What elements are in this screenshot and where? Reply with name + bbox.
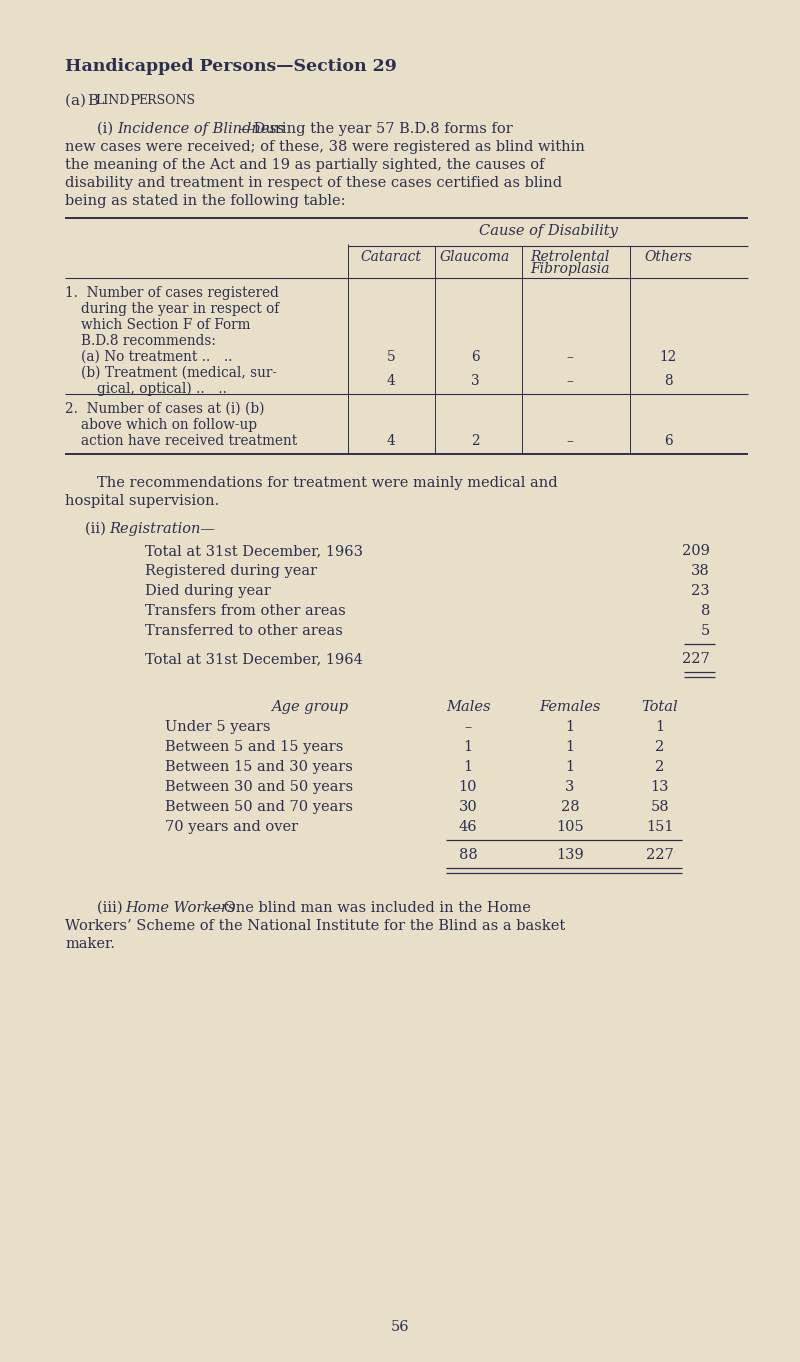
Text: Retrolental: Retrolental	[530, 251, 610, 264]
Text: Between 15 and 30 years: Between 15 and 30 years	[165, 760, 353, 774]
Text: 23: 23	[691, 584, 710, 598]
Text: –: –	[566, 350, 574, 364]
Text: being as stated in the following table:: being as stated in the following table:	[65, 193, 346, 208]
Text: (iii): (iii)	[97, 902, 127, 915]
Text: —During the year 57 B.D.8 forms for: —During the year 57 B.D.8 forms for	[239, 123, 513, 136]
Text: 227: 227	[682, 652, 710, 666]
Text: above which on follow-up: above which on follow-up	[81, 418, 257, 432]
Text: (b) Treatment (medical, sur-: (b) Treatment (medical, sur-	[81, 366, 277, 380]
Text: 5: 5	[701, 624, 710, 637]
Text: LIND: LIND	[95, 94, 130, 108]
Text: (i): (i)	[97, 123, 118, 136]
Text: 6: 6	[470, 350, 479, 364]
Text: 1: 1	[463, 760, 473, 774]
Text: new cases were received; of these, 38 were registered as blind within: new cases were received; of these, 38 we…	[65, 140, 585, 154]
Text: B: B	[87, 94, 98, 108]
Text: 1: 1	[566, 720, 574, 734]
Text: Under 5 years: Under 5 years	[165, 720, 270, 734]
Text: action have received treatment: action have received treatment	[81, 434, 298, 448]
Text: Total at 31st December, 1963: Total at 31st December, 1963	[145, 543, 363, 558]
Text: the meaning of the Act and 19 as partially sighted, the causes of: the meaning of the Act and 19 as partial…	[65, 158, 545, 172]
Text: Registration—: Registration—	[109, 522, 215, 537]
Text: 227: 227	[646, 849, 674, 862]
Text: Home Workers: Home Workers	[125, 902, 235, 915]
Text: Incidence of Blindness: Incidence of Blindness	[117, 123, 284, 136]
Text: 13: 13	[650, 780, 670, 794]
Text: 12: 12	[659, 350, 677, 364]
Text: —One blind man was included in the Home: —One blind man was included in the Home	[209, 902, 531, 915]
Text: 88: 88	[458, 849, 478, 862]
Text: maker.: maker.	[65, 937, 115, 951]
Text: 58: 58	[650, 799, 670, 814]
Text: Died during year: Died during year	[145, 584, 271, 598]
Text: 70 years and over: 70 years and over	[165, 820, 298, 834]
Text: 151: 151	[646, 820, 674, 834]
Text: 105: 105	[556, 820, 584, 834]
Text: (ii): (ii)	[85, 522, 110, 537]
Text: Transferred to other areas: Transferred to other areas	[145, 624, 343, 637]
Text: 8: 8	[701, 603, 710, 618]
Text: Between 5 and 15 years: Between 5 and 15 years	[165, 740, 343, 755]
Text: hospital supervision.: hospital supervision.	[65, 494, 219, 508]
Text: Age group: Age group	[271, 700, 349, 714]
Text: 4: 4	[386, 434, 395, 448]
Text: 10: 10	[458, 780, 478, 794]
Text: 28: 28	[561, 799, 579, 814]
Text: B.D.8 recommends:: B.D.8 recommends:	[81, 334, 216, 349]
Text: Between 50 and 70 years: Between 50 and 70 years	[165, 799, 353, 814]
Text: 2: 2	[470, 434, 479, 448]
Text: Total: Total	[642, 700, 678, 714]
Text: Fibroplasia: Fibroplasia	[530, 262, 610, 276]
Text: 30: 30	[458, 799, 478, 814]
Text: Workers’ Scheme of the National Institute for the Blind as a basket: Workers’ Scheme of the National Institut…	[65, 919, 566, 933]
Text: 1: 1	[566, 740, 574, 755]
Text: 1: 1	[463, 740, 473, 755]
Text: –: –	[566, 375, 574, 388]
Text: Cause of Disability: Cause of Disability	[478, 223, 618, 238]
Text: which Section F of Form: which Section F of Form	[81, 317, 250, 332]
Text: disability and treatment in respect of these cases certified as blind: disability and treatment in respect of t…	[65, 176, 562, 191]
Text: Cataract: Cataract	[361, 251, 422, 264]
Text: Males: Males	[446, 700, 490, 714]
Text: 1: 1	[566, 760, 574, 774]
Text: (a) No treatment ..  ..: (a) No treatment .. ..	[81, 350, 233, 364]
Text: 2: 2	[655, 760, 665, 774]
Text: gical, optical) ..  ..: gical, optical) .. ..	[97, 381, 227, 396]
Text: 2.  Number of cases at (i) (b): 2. Number of cases at (i) (b)	[65, 402, 265, 415]
Text: 4: 4	[386, 375, 395, 388]
Text: (a): (a)	[65, 94, 91, 108]
Text: Females: Females	[539, 700, 601, 714]
Text: 6: 6	[664, 434, 672, 448]
Text: 1: 1	[655, 720, 665, 734]
Text: The recommendations for treatment were mainly medical and: The recommendations for treatment were m…	[97, 475, 558, 490]
Text: 139: 139	[556, 849, 584, 862]
Text: 2: 2	[655, 740, 665, 755]
Text: 209: 209	[682, 543, 710, 558]
Text: during the year in respect of: during the year in respect of	[81, 302, 279, 316]
Text: Glaucoma: Glaucoma	[440, 251, 510, 264]
Text: –: –	[566, 434, 574, 448]
Text: 46: 46	[458, 820, 478, 834]
Text: Between 30 and 50 years: Between 30 and 50 years	[165, 780, 353, 794]
Text: Others: Others	[644, 251, 692, 264]
Text: Total at 31st December, 1964: Total at 31st December, 1964	[145, 652, 363, 666]
Text: 5: 5	[386, 350, 395, 364]
Text: 3: 3	[470, 375, 479, 388]
Text: 3: 3	[566, 780, 574, 794]
Text: –: –	[464, 720, 472, 734]
Text: 38: 38	[691, 564, 710, 577]
Text: 56: 56	[390, 1320, 410, 1333]
Text: 1.  Number of cases registered: 1. Number of cases registered	[65, 286, 279, 300]
Text: 8: 8	[664, 375, 672, 388]
Text: ERSONS: ERSONS	[138, 94, 195, 108]
Text: Handicapped Persons—Section 29: Handicapped Persons—Section 29	[65, 59, 397, 75]
Text: P: P	[129, 94, 139, 108]
Text: Transfers from other areas: Transfers from other areas	[145, 603, 346, 618]
Text: Registered during year: Registered during year	[145, 564, 317, 577]
